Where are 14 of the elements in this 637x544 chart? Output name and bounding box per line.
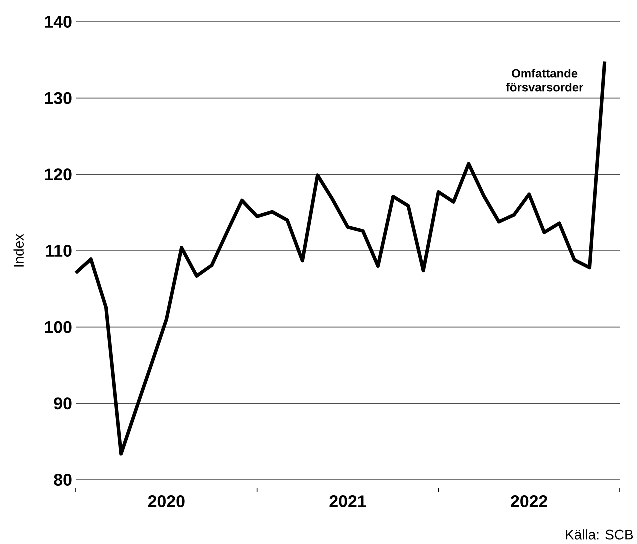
x-tick-label: 2022: [511, 496, 548, 508]
line-series: [74, 60, 607, 456]
y-tick-label: 120: [45, 168, 72, 181]
text: Källa: SCB: [566, 530, 634, 540]
x-tick-label: 2020: [148, 496, 185, 508]
y-tick-label: 130: [45, 92, 72, 104]
y-axis-title: Index: [14, 234, 24, 267]
y-tick-label: 80: [54, 474, 72, 486]
annotation: Omfattande försvarsorder: [506, 69, 584, 92]
y-tick-label: 110: [46, 245, 72, 257]
x-tick-label: 2021: [330, 496, 366, 508]
y-tick-label: 90: [54, 398, 72, 410]
y-tick-label: 140: [45, 16, 72, 28]
y-tick-label: 100: [45, 321, 72, 334]
